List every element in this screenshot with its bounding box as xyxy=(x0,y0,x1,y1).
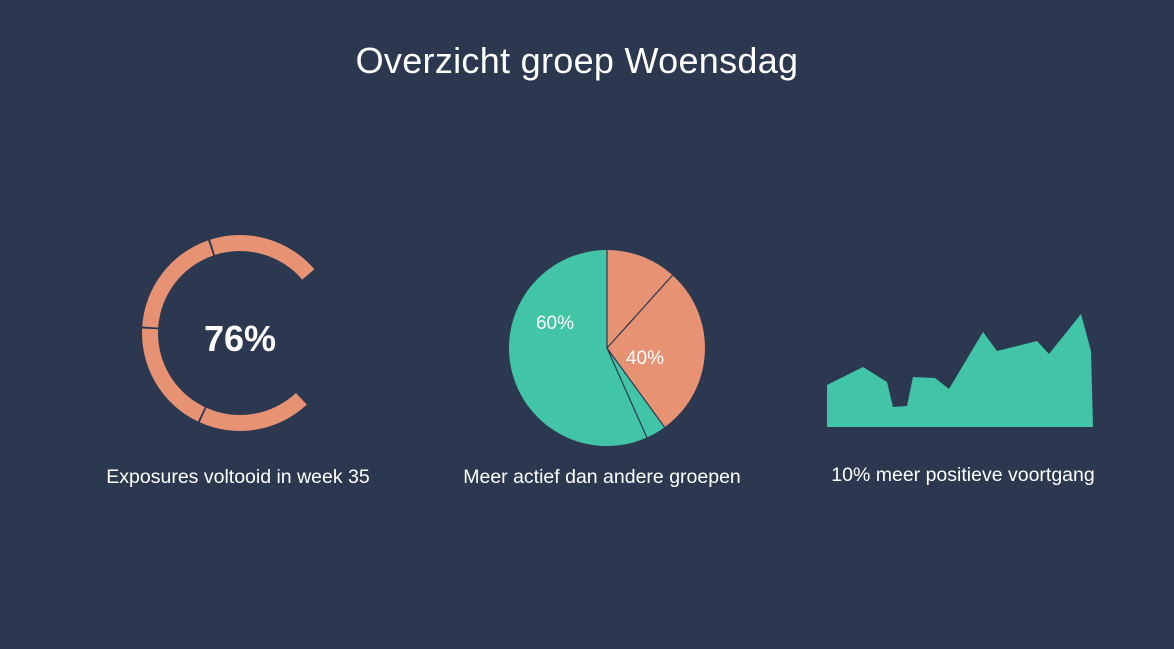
pie-caption: Meer actief dan andere groepen xyxy=(463,466,741,488)
progress-ring-segment xyxy=(210,235,315,280)
progress-area-chart xyxy=(827,314,1093,427)
progress-ring-chart: 76% xyxy=(142,235,315,431)
pie-slice xyxy=(508,250,665,446)
pie-divider xyxy=(606,347,648,438)
progress-ring-segment xyxy=(142,328,205,422)
area-caption: 10% meer positieve voortgang xyxy=(831,464,1095,486)
pie-slice xyxy=(607,250,705,428)
pie-divider xyxy=(606,347,666,428)
activity-pie-chart: 60% 40% xyxy=(508,250,705,446)
page-title: Overzicht groep Woensdag xyxy=(355,40,799,81)
progress-caption: Exposures voltooid in week 35 xyxy=(106,466,370,488)
pie-divider xyxy=(606,274,674,349)
area-series xyxy=(827,314,1093,427)
progress-ring-segment xyxy=(199,392,307,431)
progress-value-label: 76% xyxy=(204,318,276,359)
progress-ring-segment xyxy=(142,240,214,328)
pie-label-teal: 60% xyxy=(536,313,574,334)
pie-label-orange: 40% xyxy=(626,348,664,369)
